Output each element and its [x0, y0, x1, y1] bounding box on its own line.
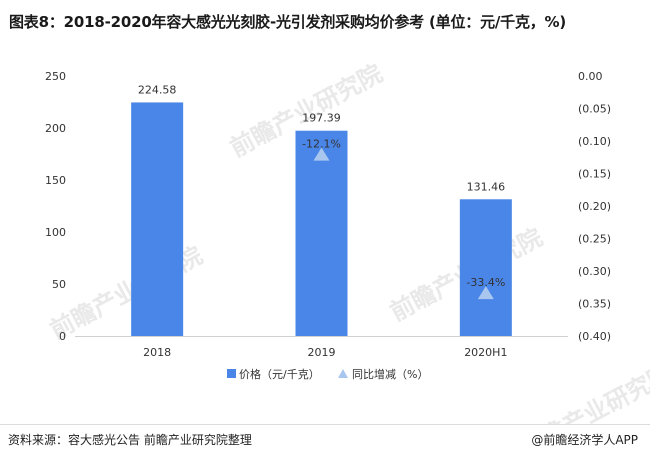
bar [295, 130, 348, 336]
y-left-tick-label: 50 [52, 278, 66, 291]
legend-swatch-price [227, 369, 236, 378]
y-right-tick-label: (0.15) [578, 168, 611, 181]
growth-marker [313, 147, 330, 161]
chart: 前瞻产业研究院前瞻产业研究院前瞻产业研究院前瞻产业研究院050100150200… [45, 59, 650, 424]
chart-title: 图表8：2018-2020年容大感光光刻胶-光引发剂采购均价参考 (单位：元/千… [9, 13, 567, 31]
y-right-tick-label: (0.20) [578, 200, 611, 213]
x-tick-label: 2018 [143, 346, 171, 359]
y-left-tick-label: 150 [45, 174, 66, 187]
growth-marker [477, 286, 494, 300]
source-note: 资料来源：容大感光公告 前瞻产业研究院整理 [8, 433, 252, 447]
y-left-tick-label: 250 [45, 70, 66, 83]
y-right-tick-label: (0.40) [578, 330, 611, 343]
y-right-tick-label: (0.25) [578, 233, 611, 246]
bar-data-label: 197.39 [302, 112, 341, 125]
x-tick-label: 2019 [308, 346, 336, 359]
watermark-text: 前瞻产业研究院 [516, 359, 650, 424]
y-right-tick-label: (0.10) [578, 135, 611, 148]
growth-data-label: -33.4% [466, 276, 505, 289]
x-tick-label: 2020H1 [464, 346, 507, 359]
legend-label-growth: 同比增减（%） [352, 367, 428, 381]
legend-swatch-growth [338, 369, 348, 378]
y-left-tick-label: 0 [59, 330, 66, 343]
y-right-tick-label: (0.30) [578, 265, 611, 278]
bar-data-label: 224.58 [138, 83, 177, 96]
bar [459, 199, 512, 336]
bar-data-label: 131.46 [467, 180, 506, 193]
growth-data-label: -12.1% [302, 138, 341, 151]
legend-label-price: 价格（元/千克） [239, 367, 320, 381]
brand-credit: @前瞻经济学人APP [531, 433, 638, 447]
y-right-tick-label: (0.05) [578, 103, 611, 116]
y-left-tick-label: 200 [45, 122, 66, 135]
y-right-tick-label: (0.35) [578, 298, 611, 311]
y-left-tick-label: 100 [45, 226, 66, 239]
y-right-tick-label: 0.00 [578, 70, 603, 83]
bar [131, 102, 184, 336]
footer: 资料来源：容大感光公告 前瞻产业研究院整理 @前瞻经济学人APP [0, 424, 650, 458]
